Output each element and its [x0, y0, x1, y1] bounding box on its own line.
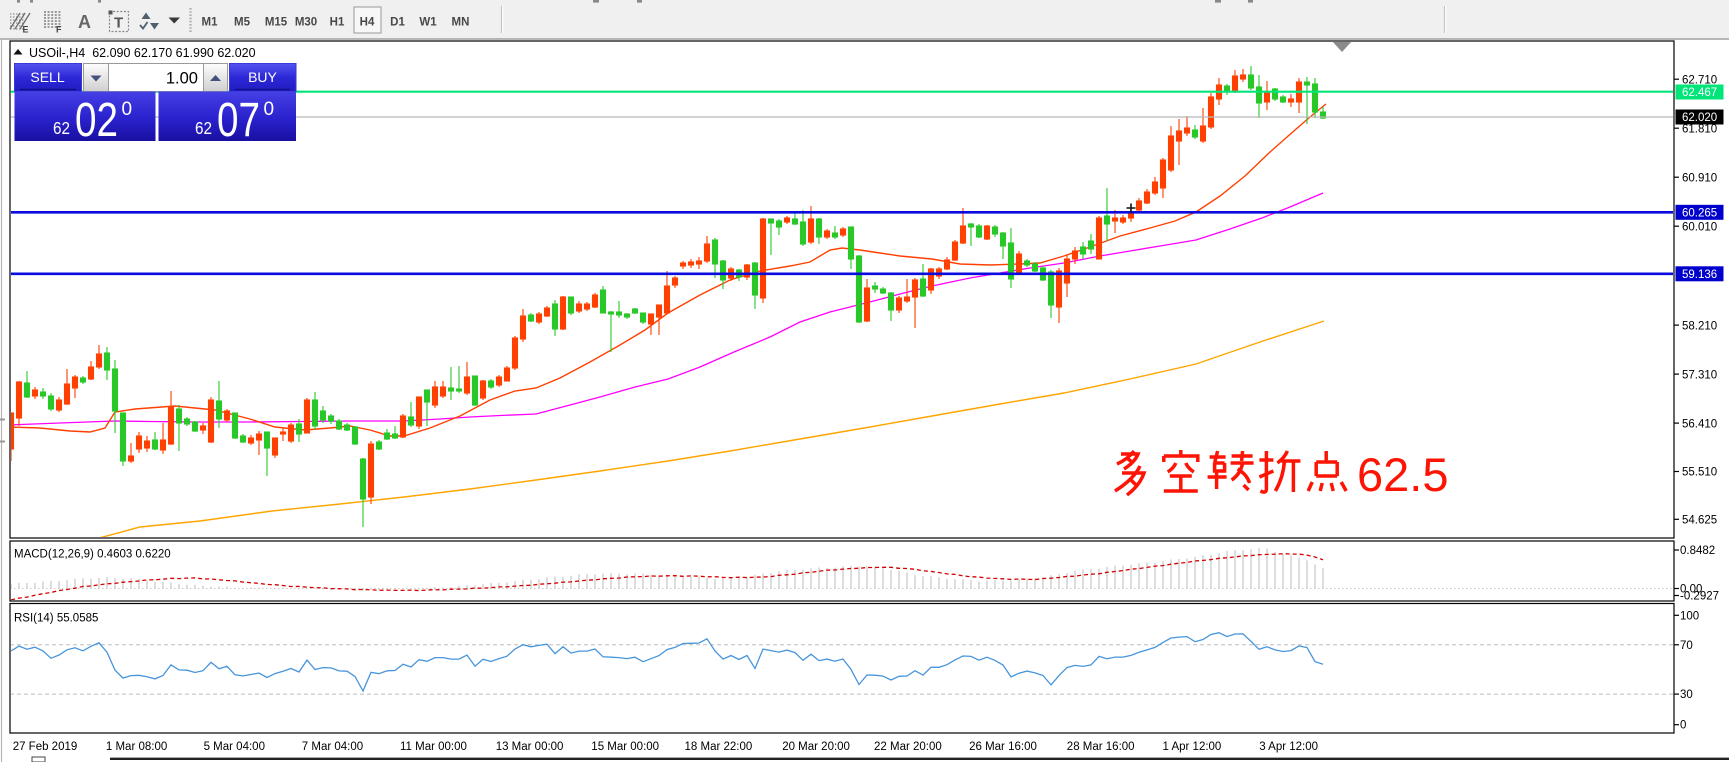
svg-text:62.020: 62.020 [1682, 112, 1717, 124]
svg-text:62: 62 [195, 118, 212, 138]
svg-text:13 Mar 00:00: 13 Mar 00:00 [496, 741, 564, 753]
svg-text:1.00: 1.00 [166, 70, 198, 88]
svg-text:3 Apr 12:00: 3 Apr 12:00 [1259, 741, 1318, 753]
svg-text:-0.2927: -0.2927 [1680, 591, 1719, 603]
svg-text:1 Mar 08:00: 1 Mar 08:00 [106, 741, 167, 753]
svg-text:100: 100 [1680, 610, 1699, 622]
svg-text:USOil-,H4 62.090 62.170 61.99: USOil-,H4 62.090 62.170 61.990 62.020 [29, 46, 256, 60]
svg-text:0: 0 [264, 99, 275, 120]
svg-text:07: 07 [217, 94, 260, 147]
svg-text:D1: D1 [390, 17, 405, 29]
svg-text:15 Mar 00:00: 15 Mar 00:00 [591, 741, 659, 753]
svg-text:1 Apr 12:00: 1 Apr 12:00 [1163, 741, 1222, 753]
svg-text:M5: M5 [234, 17, 251, 29]
svg-text:60.010: 60.010 [1682, 221, 1717, 233]
svg-text:60.910: 60.910 [1682, 172, 1717, 184]
svg-text:0.00: 0.00 [1680, 584, 1702, 596]
svg-text:H4: H4 [360, 17, 375, 29]
svg-text:57.310: 57.310 [1682, 369, 1717, 381]
svg-text:11 Mar 00:00: 11 Mar 00:00 [400, 741, 467, 753]
svg-text:M15: M15 [265, 17, 288, 29]
svg-text:M30: M30 [295, 17, 317, 29]
svg-text:MN: MN [452, 17, 470, 29]
svg-text:55.510: 55.510 [1682, 467, 1717, 479]
svg-text:18 Mar 22:00: 18 Mar 22:00 [685, 741, 753, 753]
svg-text:62.467: 62.467 [1682, 87, 1717, 99]
svg-text:5 Mar 04:00: 5 Mar 04:00 [204, 741, 265, 753]
svg-text:A: A [78, 12, 91, 32]
svg-text:F: F [56, 25, 62, 35]
svg-text:T: T [114, 15, 123, 32]
svg-text:20 Mar 20:00: 20 Mar 20:00 [782, 741, 850, 753]
svg-text:59.136: 59.136 [1682, 269, 1717, 281]
svg-text:SELL: SELL [30, 69, 64, 85]
svg-text:26 Mar 16:00: 26 Mar 16:00 [969, 741, 1037, 753]
svg-text:E: E [23, 25, 29, 35]
svg-text:7 Mar 04:00: 7 Mar 04:00 [302, 741, 363, 753]
svg-text:M1: M1 [202, 17, 219, 29]
svg-text:0: 0 [122, 99, 133, 120]
svg-text:RSI(14) 55.0585: RSI(14) 55.0585 [14, 613, 98, 625]
svg-text:0.8482: 0.8482 [1680, 545, 1715, 557]
svg-text:62: 62 [53, 118, 70, 138]
svg-text:0: 0 [1680, 720, 1686, 732]
svg-text:22 Mar 20:00: 22 Mar 20:00 [874, 741, 942, 753]
svg-text:W1: W1 [419, 17, 437, 29]
svg-text:54.625: 54.625 [1682, 515, 1717, 527]
svg-text:MACD(12,26,9) 0.4603 0.6220: MACD(12,26,9) 0.4603 0.6220 [14, 549, 171, 561]
svg-text:70: 70 [1680, 640, 1693, 652]
svg-text:H1: H1 [330, 17, 345, 29]
svg-text:30: 30 [1680, 689, 1693, 701]
svg-text:02: 02 [75, 94, 118, 147]
svg-text:27 Feb 2019: 27 Feb 2019 [13, 741, 78, 753]
svg-text:60.265: 60.265 [1682, 208, 1717, 220]
svg-text:62.710: 62.710 [1682, 74, 1717, 86]
svg-text:62.5: 62.5 [1357, 448, 1448, 501]
svg-text:BUY: BUY [248, 69, 277, 85]
svg-text:61.810: 61.810 [1682, 123, 1717, 135]
svg-text:28 Mar 16:00: 28 Mar 16:00 [1067, 741, 1135, 753]
svg-text:58.210: 58.210 [1682, 320, 1717, 332]
svg-text:56.410: 56.410 [1682, 418, 1717, 430]
